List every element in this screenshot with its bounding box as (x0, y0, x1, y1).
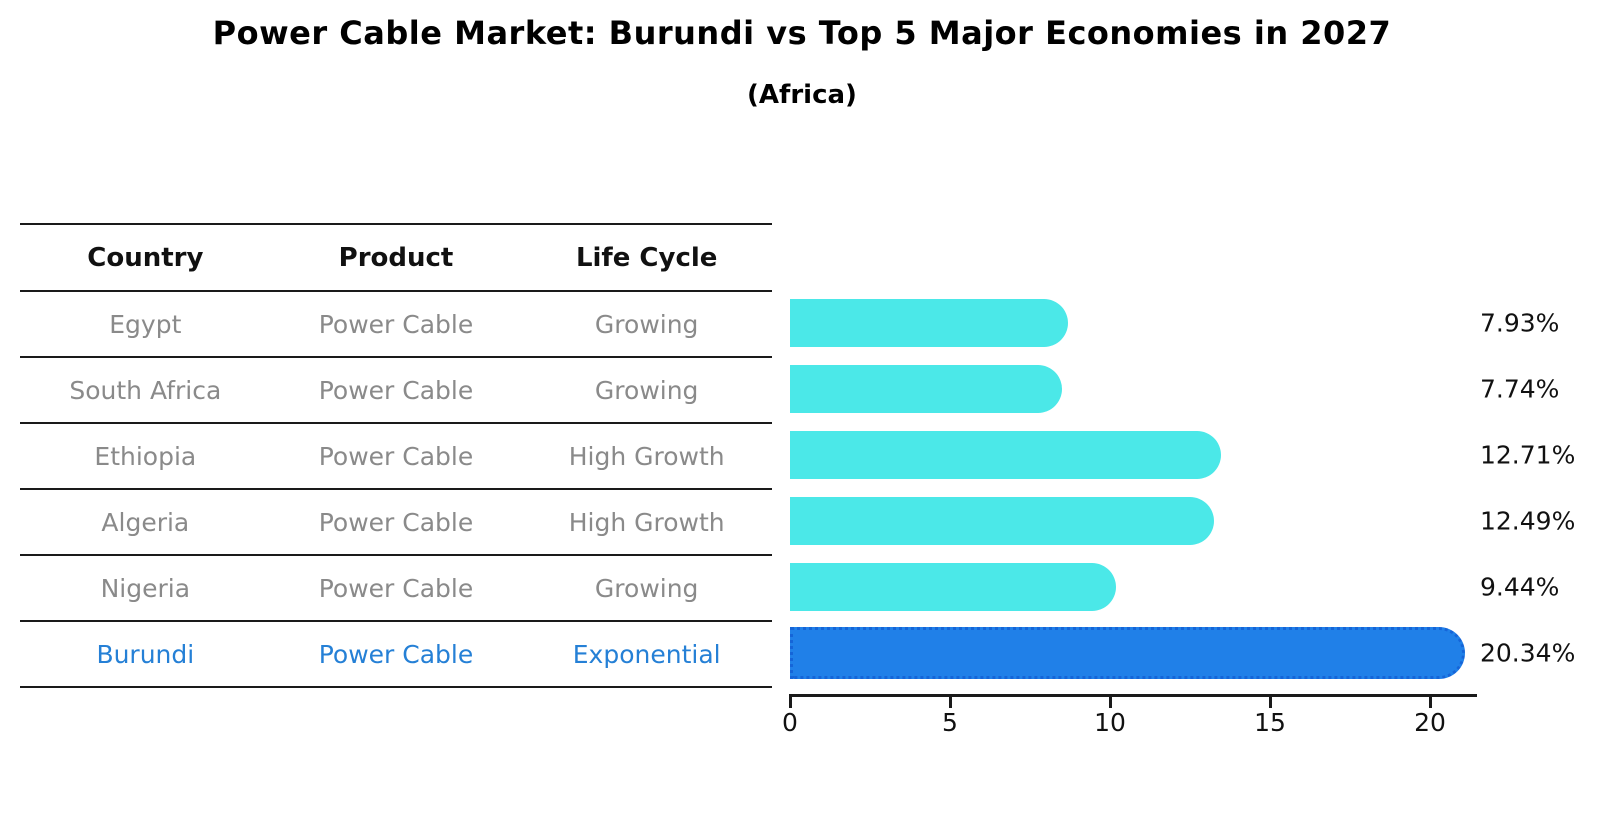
cell-country: Algeria (101, 507, 190, 537)
table-row: Ethiopia Power Cable High Growth (20, 424, 772, 490)
x-axis-tick (1108, 694, 1112, 708)
x-axis-tick (1428, 694, 1432, 708)
cell-life-cycle: Growing (594, 375, 699, 405)
bar-highlight-burundi (790, 627, 1465, 679)
bar-value-label: 7.93% (1480, 308, 1560, 338)
column-header-country: Country (87, 242, 204, 273)
cell-life-cycle: Growing (594, 573, 699, 603)
cell-product: Power Cable (318, 639, 474, 669)
x-axis-tick-label: 5 (942, 708, 958, 737)
x-axis-tick-label: 15 (1254, 708, 1286, 737)
bar-ethiopia (790, 431, 1221, 479)
table-row: Burundi Power Cable Exponential (20, 622, 772, 688)
table-row: South Africa Power Cable Growing (20, 358, 772, 424)
cell-product: Power Cable (318, 441, 474, 471)
x-axis-line (790, 694, 1477, 697)
cell-life-cycle: Exponential (572, 639, 721, 669)
cell-product: Power Cable (318, 573, 474, 603)
chart-title: Power Cable Market: Burundi vs Top 5 Maj… (212, 14, 1392, 52)
cell-country: Egypt (109, 309, 182, 339)
bar-egypt (790, 299, 1068, 347)
bar-value-label: 12.71% (1480, 440, 1576, 470)
cell-country: Nigeria (100, 573, 191, 603)
cell-product: Power Cable (318, 375, 474, 405)
column-header-life-cycle: Life Cycle (575, 242, 718, 273)
cell-life-cycle: Growing (594, 309, 699, 339)
cell-country: Ethiopia (94, 441, 197, 471)
x-axis-tick-label: 10 (1094, 708, 1126, 737)
cell-country: South Africa (69, 375, 222, 405)
x-axis-tick (1268, 694, 1272, 708)
table-row: Algeria Power Cable High Growth (20, 490, 772, 556)
bar-value-label: 12.49% (1480, 506, 1576, 536)
cell-product: Power Cable (318, 309, 474, 339)
chart-subtitle: (Africa) (747, 80, 857, 110)
bar-south-africa (790, 365, 1062, 413)
bar-algeria (790, 497, 1214, 545)
x-axis-tick (788, 694, 792, 708)
cell-product: Power Cable (318, 507, 474, 537)
cell-life-cycle: High Growth (568, 507, 725, 537)
bar-value-label: 9.44% (1480, 572, 1560, 602)
bar-value-label: 7.74% (1480, 374, 1560, 404)
cell-country: Burundi (96, 639, 195, 669)
column-header-product: Product (338, 242, 454, 273)
x-axis-tick-label: 0 (782, 708, 798, 737)
bar-nigeria (790, 563, 1117, 611)
bar-value-label: 20.34% (1480, 638, 1576, 668)
country-table: Country Product Life Cycle Egypt Power Ca… (20, 223, 772, 688)
table-header-row: Country Product Life Cycle (20, 225, 772, 292)
cell-life-cycle: High Growth (568, 441, 725, 471)
table-row: Nigeria Power Cable Growing (20, 556, 772, 622)
x-axis-tick (948, 694, 952, 708)
x-axis-tick-label: 20 (1414, 708, 1446, 737)
table-row: Egypt Power Cable Growing (20, 292, 772, 358)
